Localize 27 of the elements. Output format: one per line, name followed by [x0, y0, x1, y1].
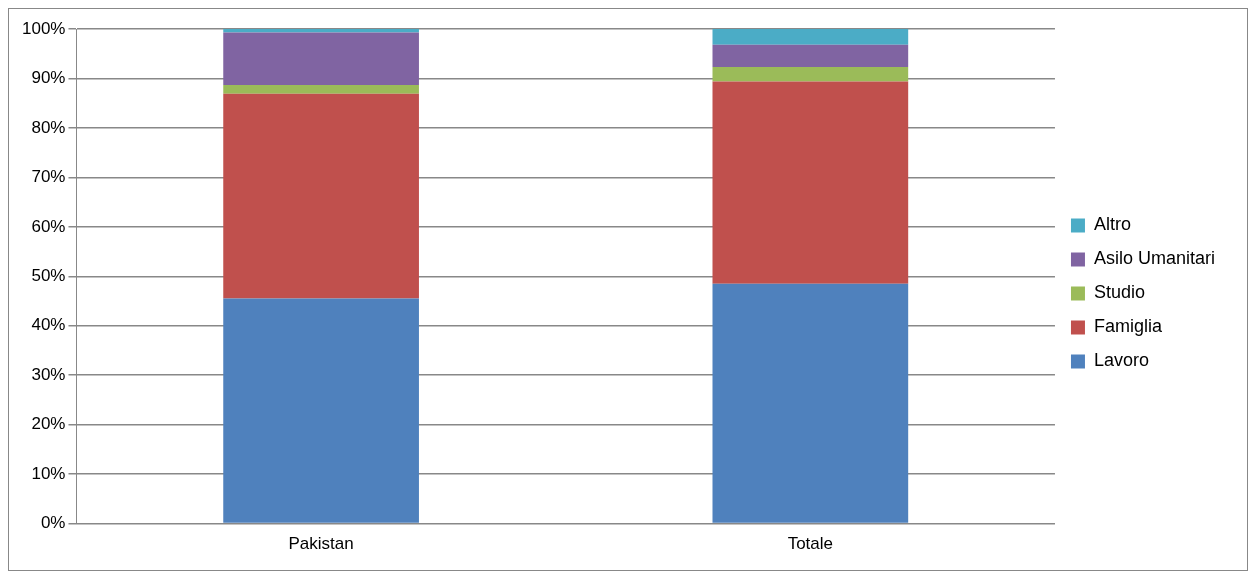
x-tick-label: Pakistan — [288, 534, 354, 554]
bar — [223, 84, 419, 94]
bar — [712, 29, 909, 45]
bar — [223, 298, 419, 523]
y-tick-label: 50% — [31, 265, 66, 285]
y-tick-label: 90% — [31, 68, 66, 88]
y-tick-label: 40% — [31, 315, 66, 335]
legend-label: Famiglia — [1093, 316, 1163, 337]
legend-label: Lavoro — [1093, 350, 1150, 371]
y-tick-label: 60% — [31, 216, 66, 236]
legend-label: Studio — [1093, 282, 1146, 303]
x-tick-label: Totale — [787, 534, 834, 554]
y-tick-label: 0% — [40, 513, 66, 533]
legend-label: Asilo Umanitari — [1093, 248, 1216, 269]
y-tick-label: 10% — [31, 463, 66, 483]
bar — [712, 44, 909, 68]
bar — [223, 32, 419, 85]
y-tick-label: 70% — [31, 167, 66, 187]
bar — [223, 93, 419, 299]
bar — [712, 81, 909, 284]
y-tick-label: 20% — [31, 414, 66, 434]
y-tick-label: 30% — [31, 364, 66, 384]
bar — [712, 283, 909, 523]
y-tick-label: 100% — [22, 18, 66, 38]
y-tick-label: 80% — [31, 117, 66, 137]
legend-label: Altro — [1093, 214, 1131, 235]
bar — [712, 67, 909, 82]
